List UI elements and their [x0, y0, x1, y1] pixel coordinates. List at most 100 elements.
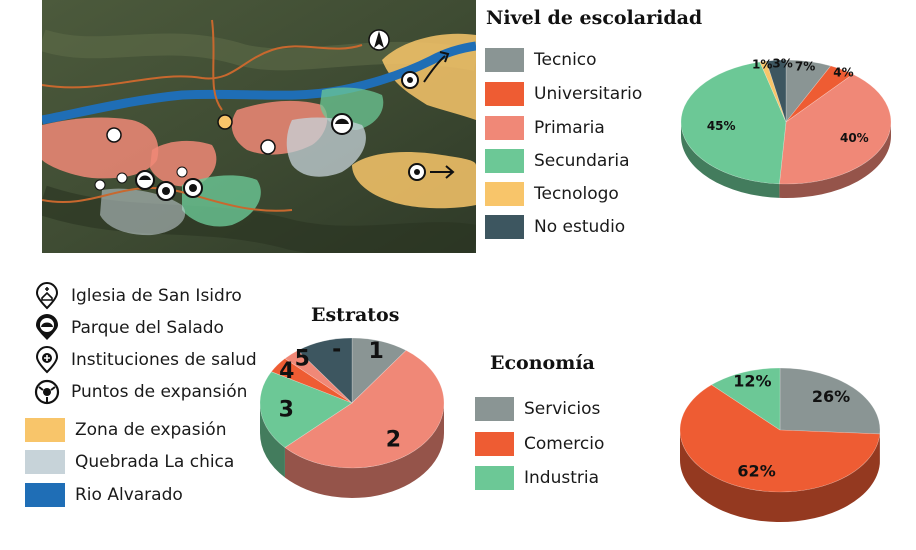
pie-data-label: -: [332, 337, 341, 362]
pie-data-label: 40%: [840, 131, 869, 145]
pie-slice-side: [779, 122, 891, 198]
pie-side: [680, 430, 880, 522]
legend-label: Tecnico: [534, 50, 597, 70]
park-marker-icon: [135, 113, 353, 190]
map-legend-label: Zona de expasión: [75, 420, 227, 440]
pie-data-label: 1: [369, 339, 384, 364]
pie-slice-2: [284, 350, 445, 469]
map-legend-label: Puntos de expansión: [71, 382, 248, 402]
map-legend-swatch: [25, 418, 65, 442]
map-legend-item: Parque del Salado: [33, 314, 224, 342]
pie-data-label: 4%: [833, 65, 853, 79]
legend-label: Universitario: [534, 84, 643, 104]
legend-item: Universitario: [485, 81, 642, 107]
legend-item: Secundaria: [485, 148, 629, 174]
pie-slice-side: [284, 403, 444, 498]
pie-slice-1: [351, 337, 407, 404]
legend-item: Tecnologo: [485, 181, 619, 207]
legend-swatch: [485, 182, 524, 206]
chart-title-estratos: Estratos: [311, 304, 400, 326]
pie-data-label: 7%: [795, 60, 815, 74]
map-legend-swatch: [25, 483, 65, 507]
legend-swatch: [475, 466, 514, 490]
map-legend-label: Iglesia de San Isidro: [71, 286, 242, 306]
map-image: [42, 0, 476, 253]
legend-swatch: [475, 397, 514, 421]
legend-swatch: [485, 48, 524, 72]
boundary-north: [42, 44, 363, 89]
small-markers: [94, 166, 188, 191]
legend-item: Comercio: [475, 431, 604, 457]
map-legend-item: Iglesia de San Isidro: [33, 282, 242, 310]
pie-slice-industria: [710, 367, 781, 431]
legend-item: Servicios: [475, 396, 600, 422]
pie-slice-comercio: [679, 384, 881, 493]
pie-slice-tecnico: [785, 59, 832, 123]
legend-swatch: [485, 82, 524, 106]
legend-swatch: [485, 116, 524, 140]
pie-slice-3: [259, 371, 353, 448]
map-legend-item: Quebrada La chica: [25, 448, 234, 476]
legend-label: Primaria: [534, 118, 605, 138]
zone-red-west: [42, 117, 159, 179]
legend-item: Primaria: [485, 115, 605, 141]
health-marker-icon: [156, 178, 203, 201]
pie-slice-universitario: [785, 65, 854, 123]
pie-slice-5: [284, 350, 353, 404]
expansion-point-icon: [408, 163, 455, 181]
pie-data-label: 4: [279, 359, 294, 384]
legend-label: Comercio: [524, 434, 605, 454]
map-legend-item: Rio Alvarado: [25, 481, 183, 509]
chart-title-economia: Economía: [490, 352, 595, 374]
legend-swatch: [485, 149, 524, 173]
legend-label: Industria: [524, 468, 600, 488]
pie-data-label: 62%: [737, 461, 775, 480]
zone-red-south: [150, 140, 217, 187]
pie-slice-4: [270, 358, 353, 404]
pie-slice-no-estudio: [765, 59, 787, 123]
map-legend-label: Rio Alvarado: [75, 485, 183, 505]
pie-chart-escolaridad: 7% 4% 40% 45% 1% 3%: [680, 57, 892, 198]
health-icon: [33, 346, 61, 374]
pie-chart-estratos: 1 2 3 45-: [259, 337, 445, 498]
map-legend-label: Instituciones de salud: [71, 350, 257, 370]
pie-data-label: 1%: [752, 58, 772, 72]
map-legend-label: Quebrada La chica: [75, 452, 235, 472]
pie-slice-primaria: [779, 73, 892, 185]
pie-data-label: 45%: [707, 119, 736, 133]
pie-slice-tecnologo: [759, 60, 787, 123]
legend-label: No estudio: [534, 217, 626, 237]
pie-slice-side: [681, 122, 780, 198]
legend-item: Tecnico: [485, 47, 597, 73]
pie-chart-economia: 26% 62% 12%: [679, 367, 881, 522]
pie-slice-side: [680, 430, 880, 522]
map-legend-swatch: [25, 450, 65, 474]
pie-slice-secundaria: [680, 61, 787, 185]
north-arrow-icon: [368, 29, 390, 51]
legend-item: Industria: [475, 465, 599, 491]
pie-side: [260, 403, 444, 498]
map-legend-label: Parque del Salado: [71, 318, 224, 338]
pie-slice-side: [260, 403, 285, 478]
legend-label: Tecnologo: [534, 184, 619, 204]
legend-swatch: [475, 432, 514, 456]
pie-slice-servicios: [779, 367, 881, 435]
pie-slice--: [297, 337, 353, 404]
chart-title-escolaridad: Nivel de escolaridad: [486, 7, 703, 29]
pie-data-label: 12%: [733, 371, 771, 390]
legend-item: No estudio: [485, 214, 625, 240]
expansion-point-icon: [401, 51, 450, 89]
map-legend-item: Puntos de expansión: [33, 378, 247, 406]
legend-label: Secundaria: [534, 151, 630, 171]
pie-side: [681, 122, 891, 198]
pie-data-label: 3: [279, 398, 294, 423]
pie-data-label: 2: [386, 427, 401, 452]
church-icon: [33, 282, 61, 310]
pie-data-label: 3%: [772, 57, 792, 71]
river-alvarado: [42, 41, 476, 125]
church-marker-icon: [106, 114, 276, 155]
map-svg: [42, 0, 476, 253]
legend-swatch: [485, 215, 524, 239]
legend-label: Servicios: [524, 399, 601, 419]
pie-data-label: 26%: [812, 387, 850, 406]
